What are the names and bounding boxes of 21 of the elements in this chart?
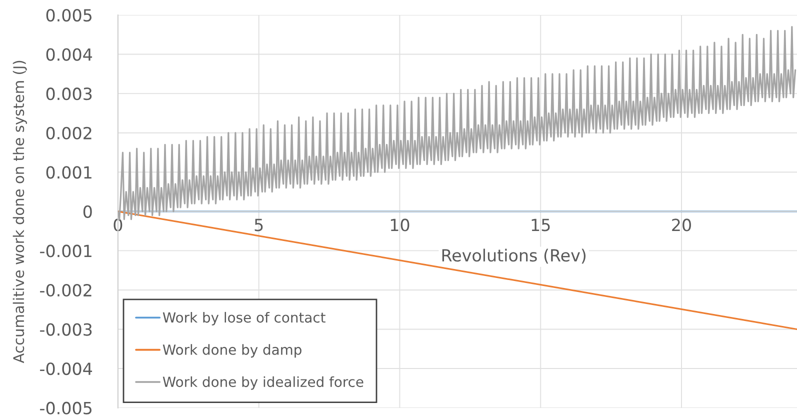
y-tick-label: 0.004 [46,48,92,61]
y-tick-label: -0.002 [40,284,92,297]
line-series [118,26,796,220]
x-axis-title: Revolutions (Rev) [442,248,586,264]
legend-label: Work done by idealized force [162,376,364,390]
x-tick-label: 10 [390,218,410,232]
y-tick-label: 0.002 [46,126,92,140]
y-tick-label: 0.003 [46,88,92,100]
y-tick-label: 0 [83,205,92,218]
y-tick-label: -0.001 [40,244,92,258]
y-tick-label: -0.004 [40,362,92,376]
legend-label: Work by lose of contact [162,312,326,326]
y-tick-label: 0.001 [46,166,92,179]
x-tick-label: 20 [672,218,691,232]
x-tick-label: 15 [532,218,550,232]
y-tick-label: -0.005 [40,402,92,414]
y-tick-label: 0.005 [46,8,92,22]
x-tick-label: 5 [254,218,263,232]
y-axis-title: Accumalitive work done on the system (J) [12,60,27,364]
y-tick-label: -0.003 [40,323,92,336]
legend-label: Work done by damp [162,344,302,358]
